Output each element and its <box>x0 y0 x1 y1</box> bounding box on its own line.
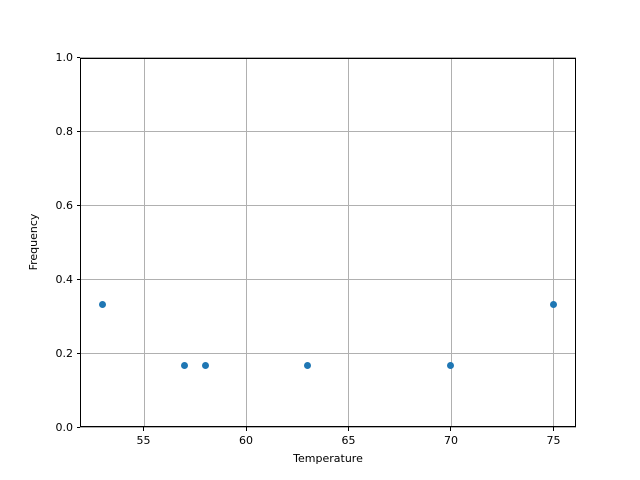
x-tick-label: 65 <box>341 434 356 448</box>
y-tick-mark <box>76 352 80 354</box>
x-gridline <box>347 57 349 428</box>
data-point <box>99 300 107 308</box>
x-gridline <box>143 57 145 428</box>
y-tick-label: 0.0 <box>55 420 74 434</box>
y-tick-label: 1.0 <box>55 51 74 65</box>
plot-area <box>80 57 576 429</box>
y-tick-mark <box>76 278 80 280</box>
y-gridline <box>80 57 576 59</box>
x-tick-mark <box>552 427 554 431</box>
y-tick-label: 0.4 <box>55 272 74 286</box>
data-point <box>549 300 557 308</box>
y-tick-mark <box>76 131 80 133</box>
x-tick-label: 75 <box>546 434 561 448</box>
y-tick-mark <box>76 426 80 428</box>
x-tick-mark <box>143 427 145 431</box>
data-point <box>181 361 189 369</box>
x-tick-mark <box>450 427 452 431</box>
y-tick-mark <box>76 57 80 59</box>
x-tick-label: 60 <box>239 434 254 448</box>
y-gridline <box>80 353 576 355</box>
x-tick-mark <box>347 427 349 431</box>
x-tick-mark <box>245 427 247 431</box>
x-gridline <box>450 57 452 428</box>
data-point <box>201 361 209 369</box>
y-gridline <box>80 205 576 207</box>
x-gridline <box>245 57 247 428</box>
x-tick-label: 55 <box>136 434 151 448</box>
x-tick-label: 70 <box>443 434 458 448</box>
y-tick-mark <box>76 204 80 206</box>
x-axis-label: Temperature <box>293 452 363 465</box>
y-gridline <box>80 279 576 281</box>
data-point <box>304 361 311 369</box>
y-gridline <box>80 427 576 429</box>
y-tick-label: 0.8 <box>55 125 74 139</box>
data-point <box>447 361 455 369</box>
y-gridline <box>80 131 576 133</box>
y-tick-label: 0.2 <box>55 346 74 360</box>
y-tick-label: 0.6 <box>55 198 74 212</box>
x-gridline <box>552 57 554 428</box>
y-axis-label: Frequency <box>27 213 40 271</box>
